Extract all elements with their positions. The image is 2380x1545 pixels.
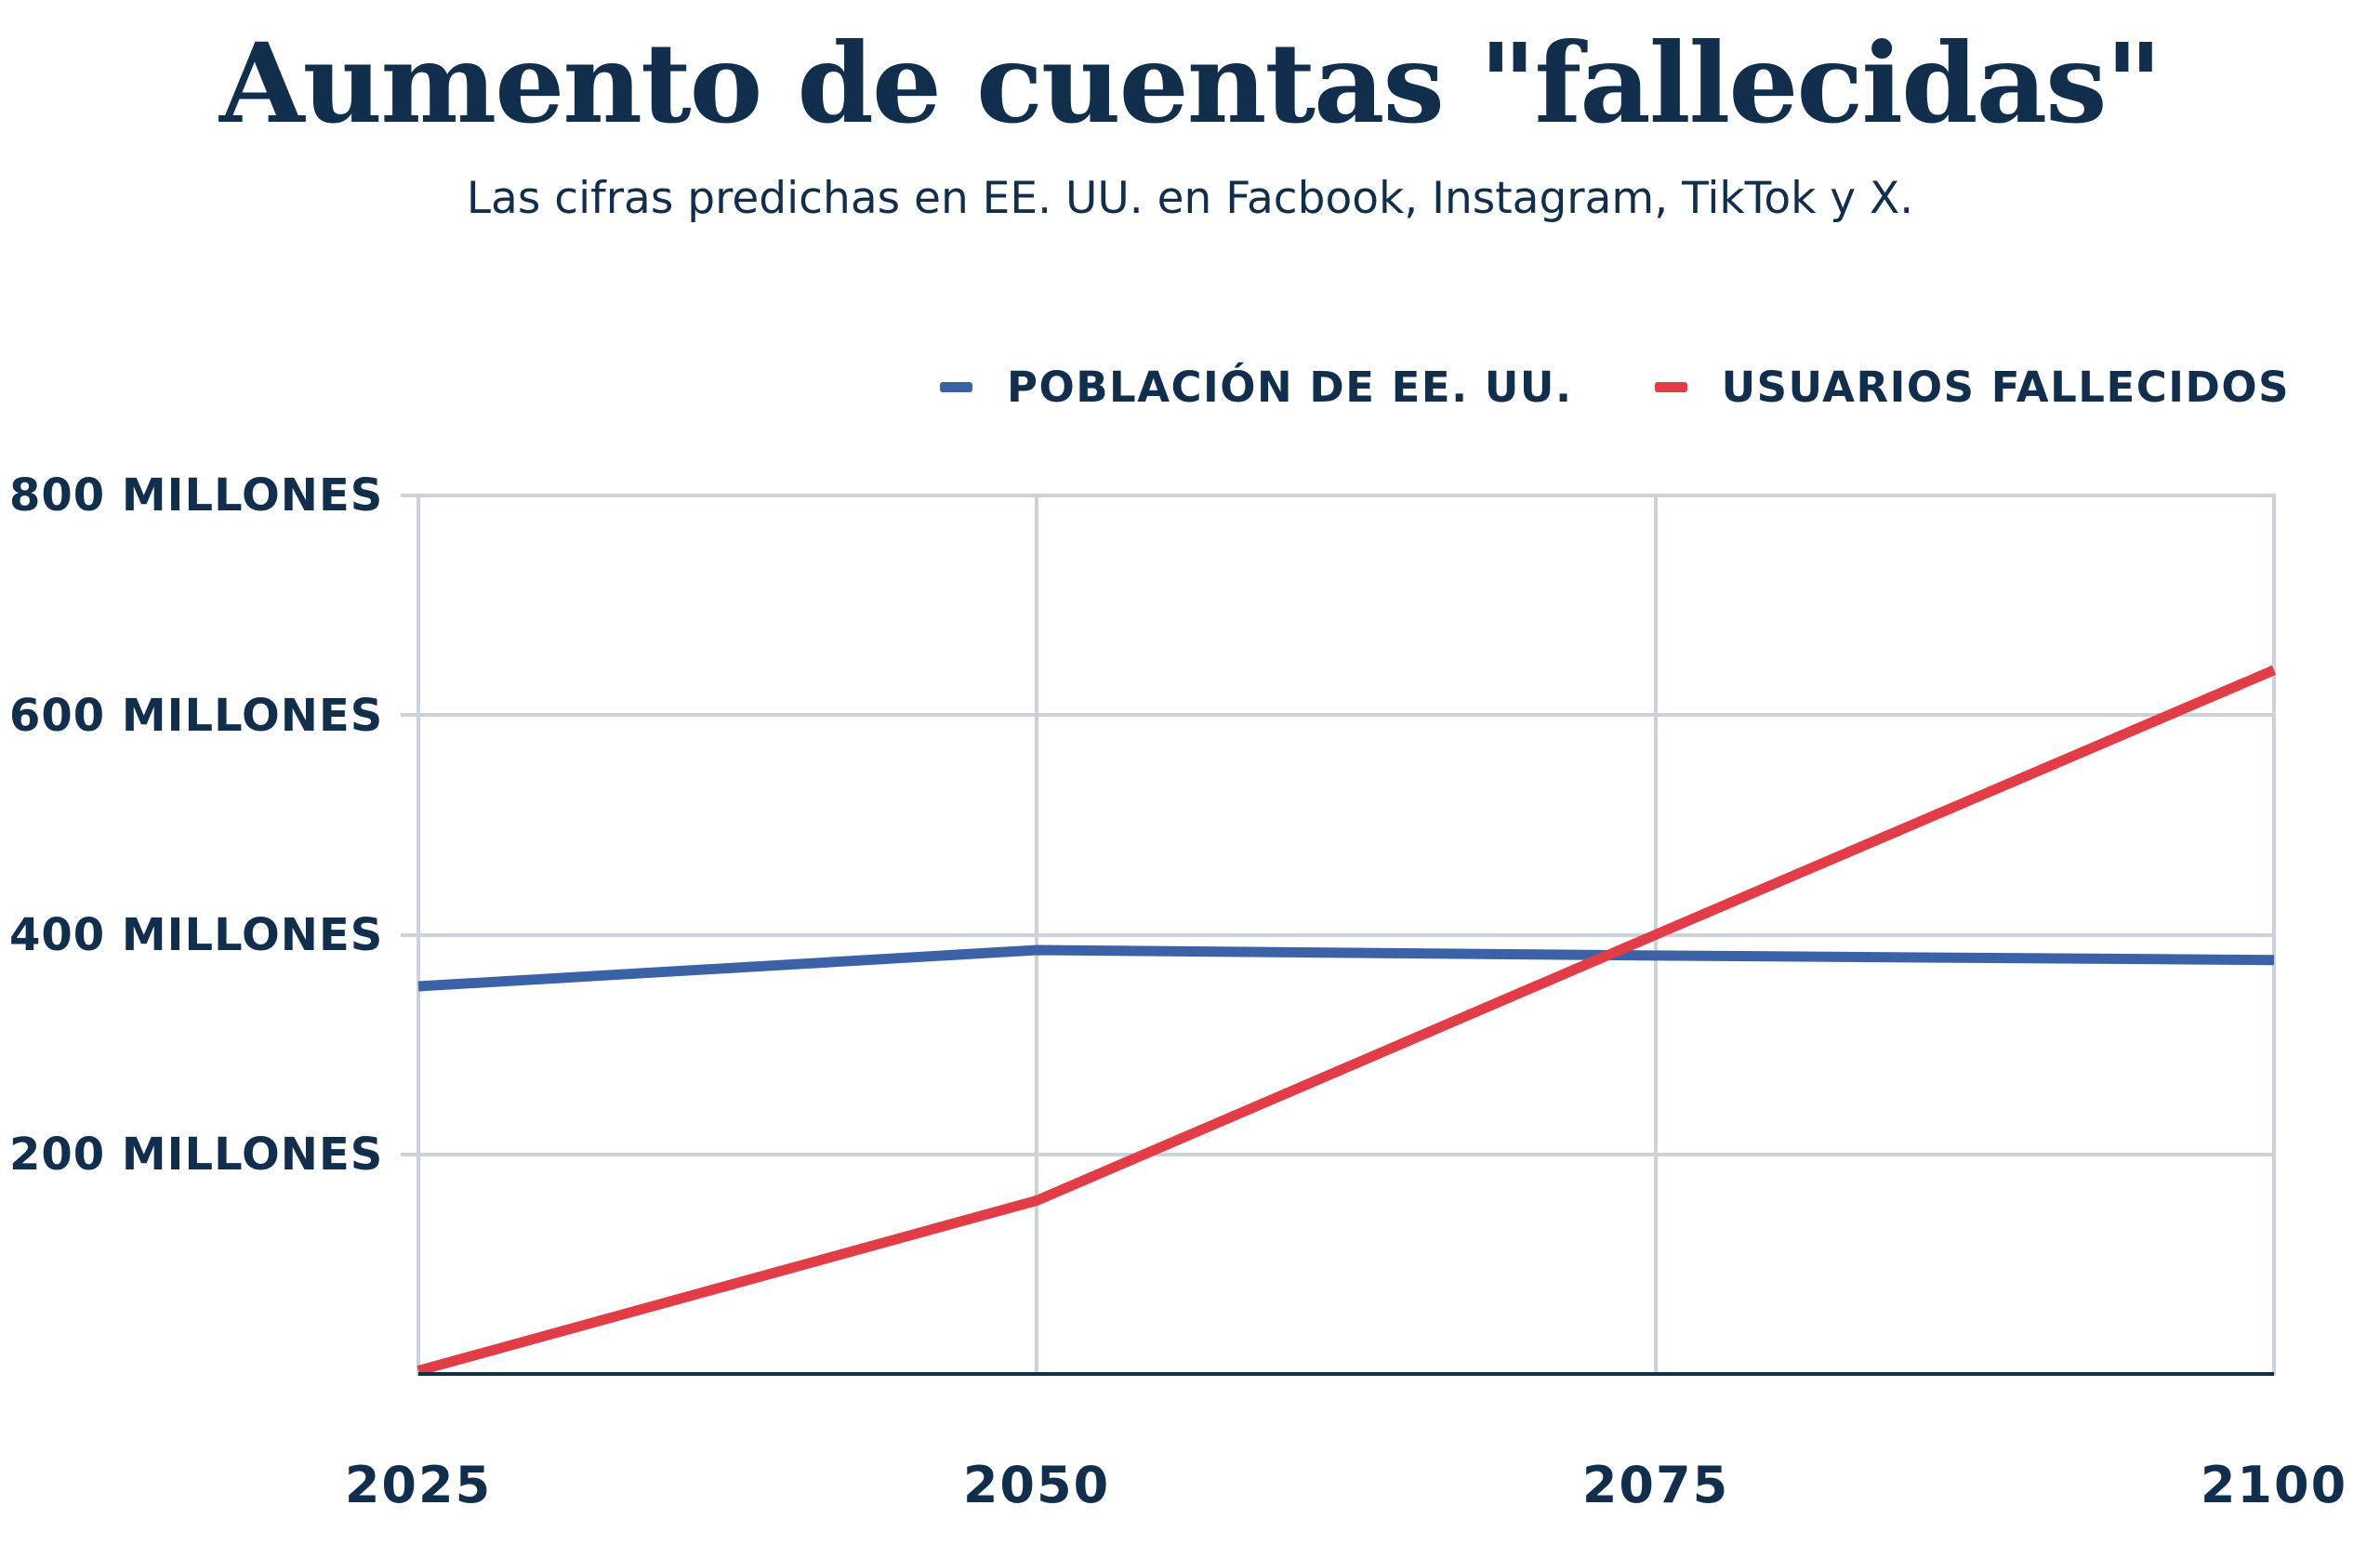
x-axis-label-2050: 2050 [962,1456,1111,1514]
gridline-600-millones [418,713,2274,718]
x-axis-label-2075: 2075 [1581,1456,1730,1514]
y-tick-600 [401,713,416,718]
legend-marker-red-dash-icon [1654,382,1687,392]
gridline-200-millones [418,1152,2274,1156]
plot-area [401,494,2277,1376]
legend: POBLACIÓN DE EE. UU. USUARIOS FALLECIDOS [940,363,2290,412]
page-subtitle: Las cifras predichas en EE. UU. en Facbo… [466,173,1914,224]
gridline-2050 [1035,494,1039,1376]
y-axis-label-800: 800 MILLONES [9,469,384,522]
page-title: Aumento de cuentas "fallecidas" [219,19,2162,148]
gridline-400-millones [418,932,2274,937]
series-line-fallecidos [416,665,2277,1376]
y-tick-400 [401,932,416,937]
y-axis-label-200: 200 MILLONES [9,1129,384,1181]
legend-item-fallecidos: USUARIOS FALLECIDOS [1654,363,2290,412]
x-axis-label-2025: 2025 [344,1456,493,1514]
y-axis-label-400: 400 MILLONES [9,909,384,961]
y-axis-line [416,494,420,1376]
x-axis-label-2100: 2100 [2200,1456,2348,1514]
y-tick-800 [401,494,416,497]
legend-label-fallecidos: USUARIOS FALLECIDOS [1721,363,2290,412]
series-line-poblacion [417,944,2275,992]
plot-right-border [2272,494,2276,1376]
chart-canvas [416,665,2277,1376]
legend-label-poblacion: POBLACIÓN DE EE. UU. [1007,363,1573,412]
legend-marker-blue-dash-icon [940,382,972,392]
y-axis-label-600: 600 MILLONES [9,690,384,742]
gridline-800-millones [418,494,2274,497]
x-axis-line [418,1372,2274,1376]
legend-item-poblacion: POBLACIÓN DE EE. UU. [940,363,1573,412]
y-tick-200 [401,1152,416,1156]
